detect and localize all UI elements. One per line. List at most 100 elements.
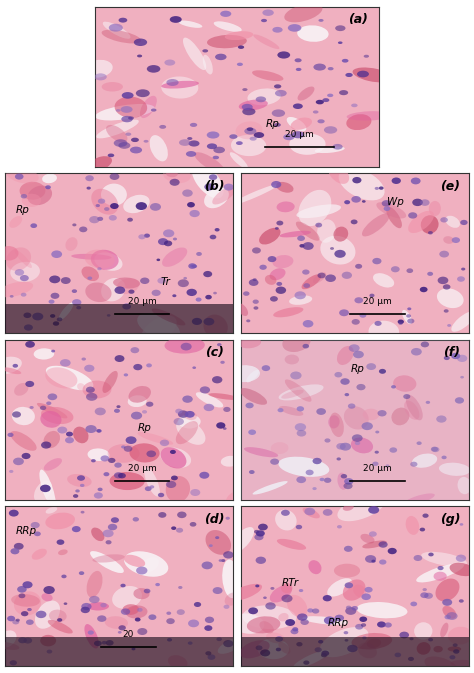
Ellipse shape <box>437 289 464 308</box>
Circle shape <box>213 292 217 294</box>
Circle shape <box>379 369 386 374</box>
Circle shape <box>138 234 146 240</box>
Circle shape <box>339 310 349 316</box>
Bar <box>240 637 469 666</box>
Ellipse shape <box>128 386 151 402</box>
Circle shape <box>312 487 317 490</box>
Ellipse shape <box>184 411 197 420</box>
Circle shape <box>349 345 360 352</box>
Circle shape <box>254 530 259 534</box>
Circle shape <box>120 583 126 588</box>
Circle shape <box>337 525 342 528</box>
Circle shape <box>183 277 187 279</box>
Circle shape <box>407 308 411 310</box>
Circle shape <box>80 484 84 487</box>
Ellipse shape <box>85 250 115 269</box>
Ellipse shape <box>446 216 460 228</box>
Circle shape <box>122 92 134 99</box>
Circle shape <box>400 632 409 639</box>
Circle shape <box>345 639 348 641</box>
Circle shape <box>163 229 174 238</box>
Ellipse shape <box>82 381 111 398</box>
Circle shape <box>171 476 178 481</box>
Ellipse shape <box>162 248 187 267</box>
Ellipse shape <box>105 616 128 629</box>
Circle shape <box>144 589 150 594</box>
Circle shape <box>391 385 396 388</box>
Ellipse shape <box>115 97 147 118</box>
Circle shape <box>302 344 309 349</box>
Ellipse shape <box>73 427 89 444</box>
Circle shape <box>355 297 363 304</box>
Ellipse shape <box>166 170 178 177</box>
Circle shape <box>158 238 168 245</box>
Circle shape <box>137 628 147 635</box>
Ellipse shape <box>35 600 60 629</box>
Ellipse shape <box>196 392 223 407</box>
Circle shape <box>179 139 191 146</box>
Circle shape <box>323 509 332 516</box>
Circle shape <box>192 318 202 325</box>
Circle shape <box>443 284 450 289</box>
Circle shape <box>146 402 154 406</box>
Ellipse shape <box>393 376 416 392</box>
Circle shape <box>421 341 429 347</box>
Circle shape <box>60 359 71 367</box>
Circle shape <box>276 221 283 225</box>
Circle shape <box>364 55 369 58</box>
Ellipse shape <box>296 221 319 241</box>
Text: 20 μm: 20 μm <box>364 464 392 472</box>
Ellipse shape <box>46 507 57 513</box>
Circle shape <box>297 406 304 411</box>
Ellipse shape <box>352 633 392 649</box>
Ellipse shape <box>34 349 54 359</box>
Circle shape <box>315 223 322 227</box>
Ellipse shape <box>27 186 52 205</box>
Ellipse shape <box>434 571 447 581</box>
Ellipse shape <box>273 307 303 318</box>
Circle shape <box>30 223 37 228</box>
Ellipse shape <box>457 477 471 494</box>
Circle shape <box>224 605 229 609</box>
Ellipse shape <box>116 278 139 294</box>
Ellipse shape <box>83 60 113 77</box>
Circle shape <box>109 173 119 180</box>
Circle shape <box>276 647 281 651</box>
Circle shape <box>190 522 196 527</box>
Circle shape <box>315 647 322 652</box>
Circle shape <box>441 456 447 459</box>
Ellipse shape <box>161 81 199 89</box>
Circle shape <box>342 59 348 63</box>
Circle shape <box>282 594 292 602</box>
Circle shape <box>242 108 255 115</box>
Circle shape <box>126 436 137 444</box>
Circle shape <box>318 640 323 643</box>
Ellipse shape <box>447 646 461 651</box>
Circle shape <box>347 645 358 652</box>
Ellipse shape <box>101 184 127 206</box>
Circle shape <box>270 458 279 465</box>
Circle shape <box>296 642 302 647</box>
Ellipse shape <box>247 616 281 633</box>
Ellipse shape <box>0 357 22 374</box>
Circle shape <box>250 137 257 141</box>
Circle shape <box>12 619 19 625</box>
Ellipse shape <box>334 564 360 577</box>
Circle shape <box>365 555 376 563</box>
Circle shape <box>17 586 27 593</box>
Circle shape <box>223 407 230 412</box>
Circle shape <box>372 462 379 466</box>
Ellipse shape <box>287 117 306 131</box>
Ellipse shape <box>253 481 288 495</box>
Ellipse shape <box>404 400 419 420</box>
Circle shape <box>144 140 148 143</box>
Circle shape <box>303 320 313 328</box>
Circle shape <box>431 447 438 452</box>
Circle shape <box>25 341 35 348</box>
Circle shape <box>209 544 213 547</box>
Circle shape <box>170 450 176 454</box>
Circle shape <box>127 217 133 221</box>
Ellipse shape <box>102 82 123 92</box>
Circle shape <box>114 139 128 147</box>
Circle shape <box>166 79 179 86</box>
